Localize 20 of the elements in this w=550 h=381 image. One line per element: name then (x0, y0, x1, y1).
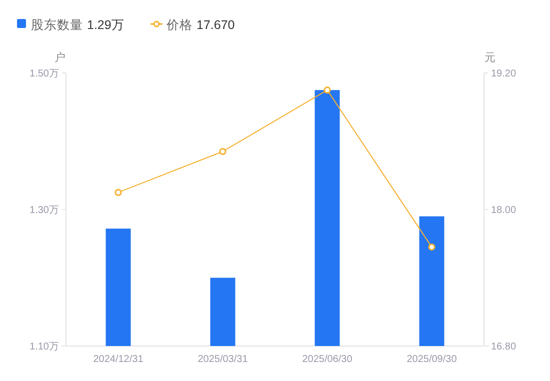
x-tick-label: 2025/06/30 (302, 354, 353, 365)
y-axis-title: 户 (54, 51, 66, 64)
y-tick-label: 1.50万 (30, 68, 59, 80)
legend-label: 价格 (166, 18, 192, 32)
y2-axis-title: 元 (484, 52, 496, 64)
point (428, 243, 436, 251)
legend-label: 股东数量 (31, 18, 83, 32)
point (219, 148, 226, 156)
text: 1.29万 (87, 18, 124, 32)
x-tick-label: 2024/12/31 (93, 354, 144, 365)
y-tick-label: 1.10万 (30, 342, 59, 352)
y-tick-label: 1.30万 (30, 205, 59, 216)
point (114, 188, 122, 196)
text: 17.670 (196, 18, 235, 32)
y2-tick-label: 19.20 (491, 68, 516, 80)
x-tick-label: 2025/09/30 (406, 354, 458, 365)
point (324, 86, 331, 94)
x-tick-label: 2025/03/31 (198, 354, 248, 365)
y2-tick-label: 16.80 (491, 342, 516, 352)
y2-tick-label: 18.00 (491, 205, 516, 216)
